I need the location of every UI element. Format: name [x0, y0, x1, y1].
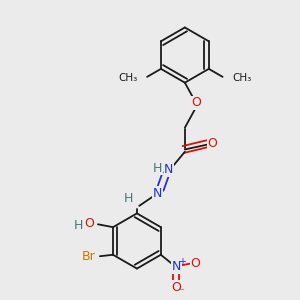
Text: O: O — [171, 281, 181, 294]
Text: H: H — [153, 162, 163, 175]
Text: O: O — [191, 97, 201, 110]
Text: H: H — [124, 192, 133, 206]
Text: O: O — [84, 218, 94, 230]
Text: ⁻: ⁻ — [178, 287, 184, 297]
Text: CH₃: CH₃ — [118, 73, 137, 83]
Text: N: N — [153, 187, 162, 200]
Text: CH₃: CH₃ — [232, 73, 251, 83]
Text: +: + — [178, 257, 186, 267]
Text: N: N — [164, 163, 174, 176]
Text: N: N — [172, 260, 181, 273]
Text: Br: Br — [82, 250, 96, 263]
Text: H: H — [74, 219, 83, 232]
Text: O: O — [208, 137, 218, 150]
Text: O: O — [191, 257, 201, 270]
